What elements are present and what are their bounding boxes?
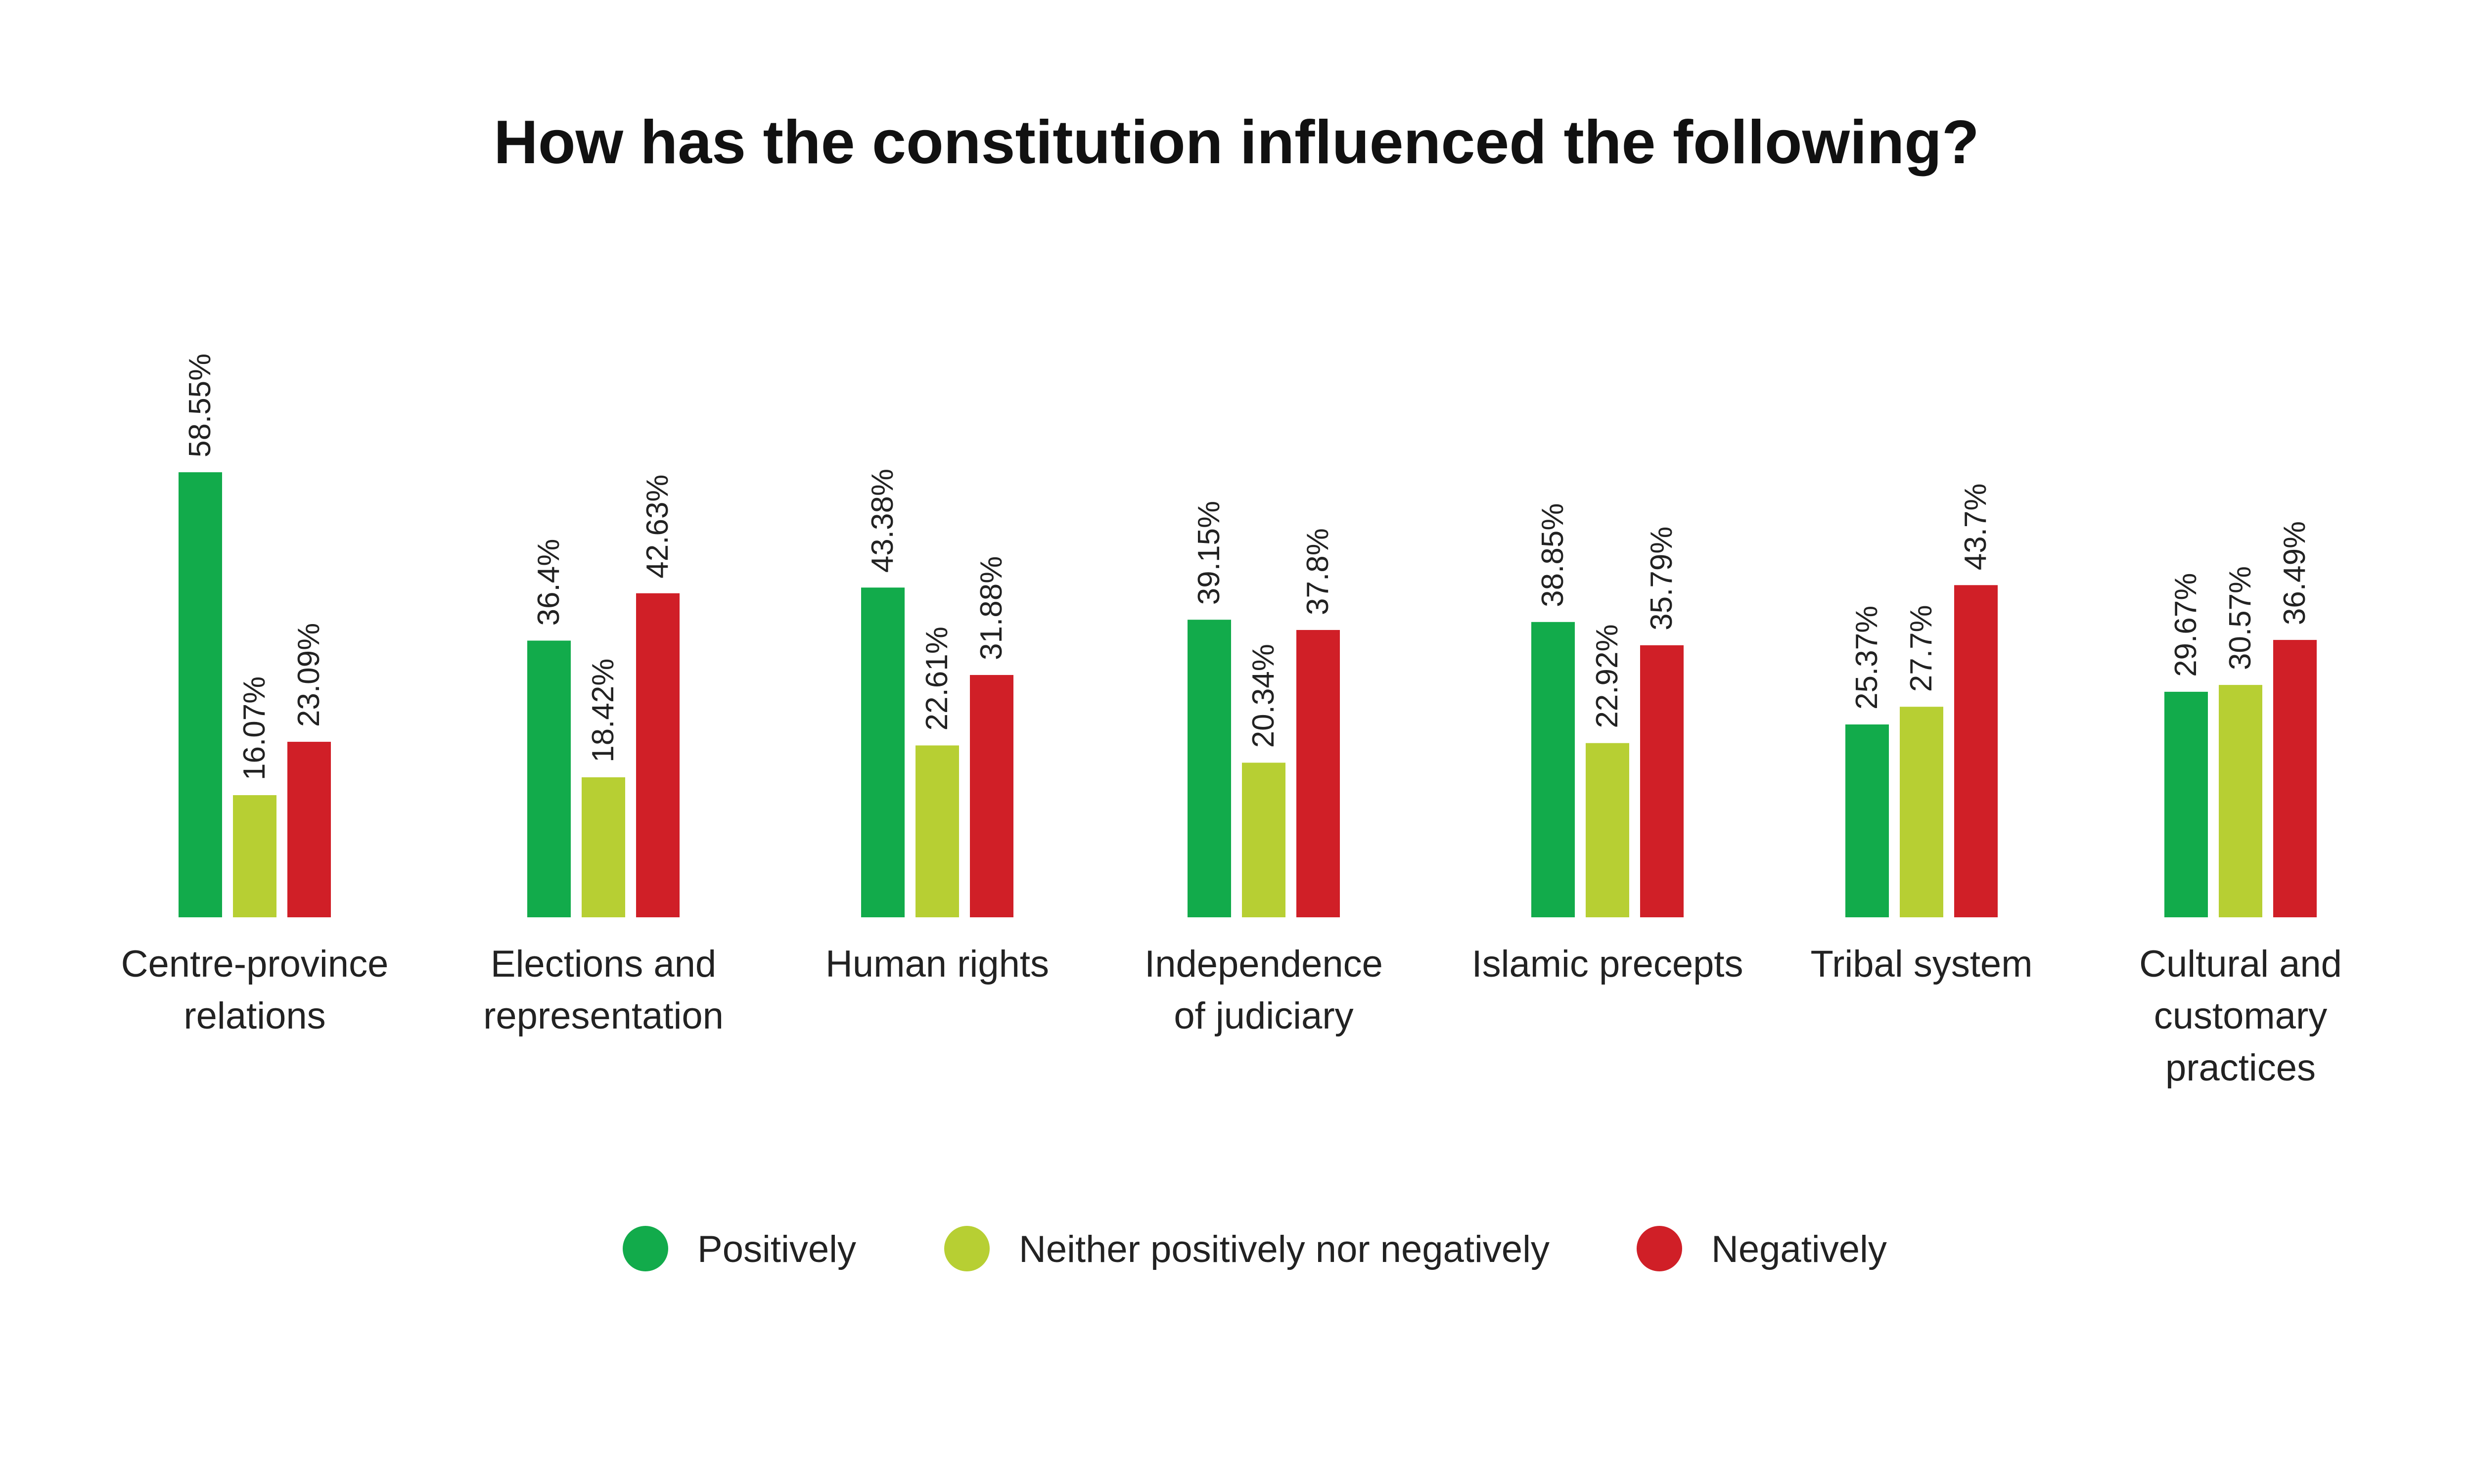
bar — [1900, 707, 1943, 917]
category-label-line: Elections and — [491, 943, 716, 985]
value-label: 25.37% — [1850, 606, 1884, 710]
bar — [1586, 743, 1629, 917]
bar — [1296, 630, 1340, 917]
category-label-line: Cultural and — [2139, 943, 2342, 985]
value-label: 43.7% — [1959, 483, 1993, 570]
legend-label: Negatively — [1711, 1228, 1887, 1270]
legend-item: Negatively — [1637, 1226, 1887, 1271]
category-label: Centre-province relations — [121, 943, 389, 1037]
bar — [527, 640, 571, 917]
category-label-line: Centre-province — [121, 943, 389, 985]
value-label: 39.15% — [1192, 501, 1226, 605]
value-label: 36.49% — [2278, 521, 2312, 625]
category-label: Islamic precepts — [1471, 943, 1743, 985]
legend-swatch — [944, 1226, 990, 1271]
category-label-line: of judiciary — [1174, 995, 1353, 1037]
bar — [2273, 640, 2317, 917]
value-label: 22.61% — [920, 627, 954, 730]
category-label-line: Tribal system — [1810, 943, 2032, 985]
bar — [636, 593, 680, 917]
value-label: 23.09% — [292, 623, 326, 727]
value-label: 18.42% — [586, 659, 620, 763]
legend-item: Positively — [623, 1226, 856, 1271]
chart-title: How has the constitution influenced the … — [494, 108, 1979, 177]
value-label: 16.07% — [237, 676, 272, 780]
bar — [1531, 622, 1575, 917]
value-label: 58.55% — [183, 354, 217, 457]
category-label: Elections and representation — [483, 943, 724, 1037]
bar — [1188, 620, 1231, 917]
category-label-line: Independence — [1145, 943, 1383, 985]
bar — [1242, 763, 1285, 917]
category-label: Tribal system — [1810, 943, 2032, 985]
value-label: 42.63% — [641, 474, 675, 578]
legend-swatch — [1637, 1226, 1682, 1271]
value-label: 37.8% — [1301, 528, 1335, 615]
bar — [916, 745, 959, 917]
legend-label: Positively — [697, 1228, 856, 1270]
legend-swatch — [623, 1226, 668, 1271]
value-label: 43.38% — [866, 469, 900, 573]
bar — [287, 742, 331, 917]
bar — [582, 777, 625, 917]
category-label: Independence of judiciary — [1145, 943, 1383, 1037]
bar — [2164, 691, 2208, 917]
value-label: 22.92% — [1590, 624, 1624, 728]
category-label-line: representation — [483, 995, 724, 1037]
bar — [2219, 685, 2262, 917]
category-label-line: customary — [2154, 995, 2328, 1037]
legend-label: Neither positively nor negatively — [1019, 1228, 1550, 1270]
legend: Positively Neither positively nor negativ… — [623, 1226, 1887, 1271]
bar — [970, 675, 1013, 917]
bar — [1845, 724, 1889, 917]
bar — [179, 472, 222, 917]
bar — [1640, 645, 1684, 917]
category-label-line: practices — [2165, 1047, 2316, 1089]
value-label: 29.67% — [2169, 573, 2203, 677]
category-label: Cultural and customary practices — [2139, 943, 2342, 1089]
category-labels: Centre-province relations Elections and rep… — [121, 943, 2342, 1089]
value-label: 38.85% — [1536, 503, 1570, 607]
legend-item: Neither positively nor negatively — [944, 1226, 1550, 1271]
value-label: 36.4% — [532, 539, 566, 626]
category-label-line: Islamic precepts — [1471, 943, 1743, 985]
value-label: 20.34% — [1246, 644, 1281, 748]
bar — [861, 587, 905, 917]
bar-area: 58.55% 36.4% 43.38% 39.15% 38.85% 25.37% 29.67… — [179, 354, 2317, 917]
value-label: 30.57% — [2223, 566, 2257, 670]
category-label-line: relations — [183, 995, 325, 1037]
value-label: 27.7% — [1904, 605, 1938, 692]
value-label: 35.79% — [1645, 527, 1679, 630]
category-label-line: Human rights — [825, 943, 1049, 985]
bar — [1954, 585, 1998, 917]
value-label: 31.88% — [974, 556, 1008, 660]
bar — [233, 795, 276, 917]
category-label: Human rights — [825, 943, 1049, 985]
